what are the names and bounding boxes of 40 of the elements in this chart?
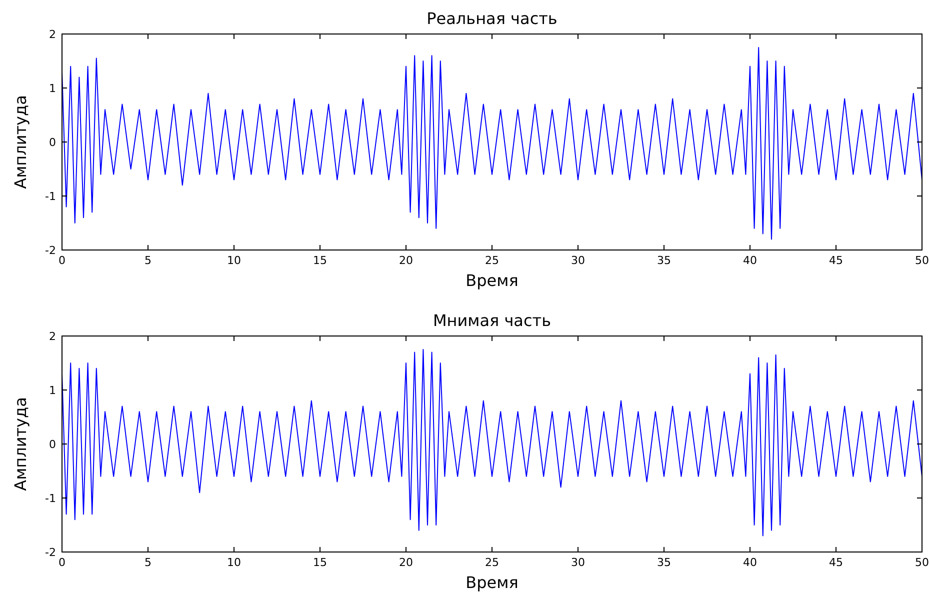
x-tick-label: 45	[829, 556, 843, 569]
y-tick-label: -1	[45, 190, 56, 203]
y-tick-label: -2	[45, 244, 56, 257]
y-tick-label: 2	[49, 28, 56, 41]
x-tick-label: 20	[399, 254, 413, 267]
y-axis-title: Амплитуда	[11, 397, 30, 491]
x-tick-label: 40	[743, 556, 757, 569]
line-series	[62, 349, 922, 536]
x-tick-label: 50	[915, 556, 929, 569]
x-tick-label: 5	[144, 254, 152, 267]
x-tick-label: 10	[227, 254, 241, 267]
y-tick-label: 1	[49, 82, 56, 95]
y-axis-title: Амплитуда	[11, 95, 30, 189]
x-tick-label: 5	[144, 556, 152, 569]
y-tick-label: 0	[49, 438, 56, 451]
x-tick-label: 15	[313, 254, 327, 267]
y-tick-label: 2	[49, 330, 56, 343]
x-tick-label: 30	[571, 556, 585, 569]
x-tick-label: 15	[313, 556, 327, 569]
x-tick-label: 40	[743, 254, 757, 267]
chart-title: Мнимая часть	[432, 311, 552, 330]
chart-title: Реальная часть	[426, 9, 558, 28]
x-tick-label: 0	[58, 556, 66, 569]
x-tick-label: 25	[485, 556, 499, 569]
x-tick-label: 50	[915, 254, 929, 267]
y-tick-label: 0	[49, 136, 56, 149]
x-axis-title: Время	[466, 271, 518, 290]
line-series	[62, 47, 922, 240]
x-tick-label: 45	[829, 254, 843, 267]
x-tick-label: 25	[485, 254, 499, 267]
y-tick-label: -1	[45, 492, 56, 505]
y-tick-label: 1	[49, 384, 56, 397]
y-tick-label: -2	[45, 546, 56, 559]
x-tick-label: 20	[399, 556, 413, 569]
x-tick-label: 35	[657, 254, 671, 267]
x-tick-label: 35	[657, 556, 671, 569]
x-tick-label: 10	[227, 556, 241, 569]
x-tick-label: 0	[58, 254, 66, 267]
x-axis-title: Время	[466, 573, 518, 592]
x-tick-label: 30	[571, 254, 585, 267]
